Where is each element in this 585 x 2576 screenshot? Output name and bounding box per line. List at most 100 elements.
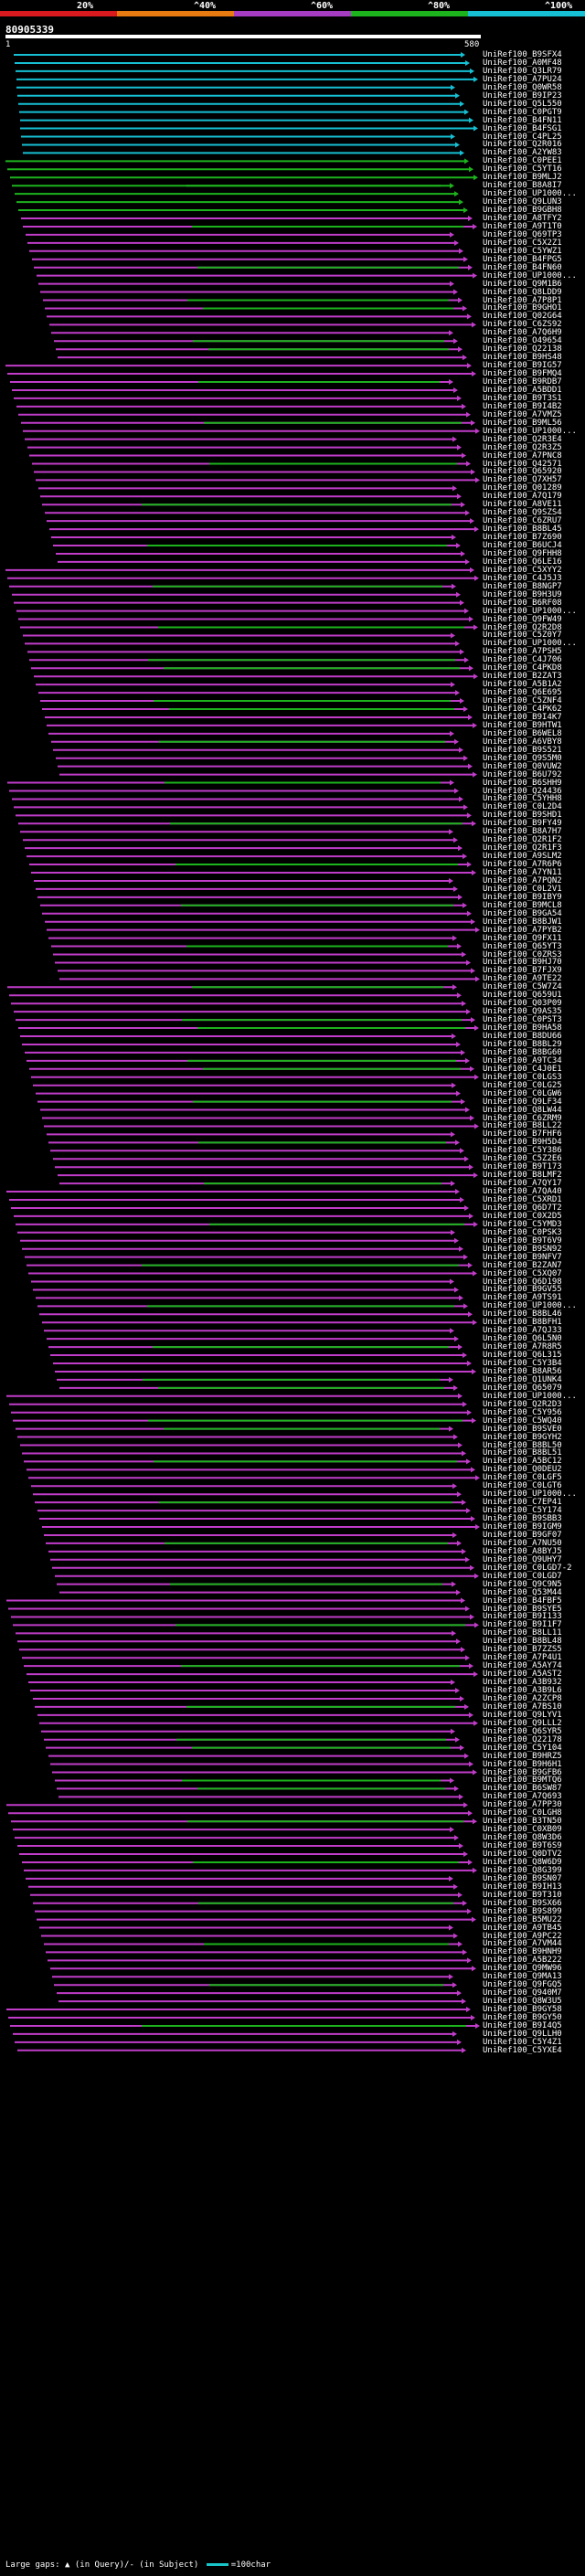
hit-label[interactable]: UniRef100_B9GY50 xyxy=(483,2013,562,2022)
hit-label[interactable]: UniRef100_Q6L315 xyxy=(483,1351,562,1361)
hit-label[interactable]: UniRef100_Q659U1 xyxy=(483,991,562,1001)
hit-label[interactable]: UniRef100_A7PQN2 xyxy=(483,875,562,885)
hit-label[interactable]: UniRef100_B4FN60 xyxy=(483,262,562,272)
hit-label[interactable]: UniRef100_B9FMQ4 xyxy=(483,369,562,379)
hit-label[interactable]: UniRef100_C0X2D5 xyxy=(483,1211,562,1221)
hit-label[interactable]: UniRef100_Q22138 xyxy=(483,345,562,355)
hit-label[interactable]: UniRef100_B8DU66 xyxy=(483,1032,562,1041)
hit-label[interactable]: UniRef100_B9SFX4 xyxy=(483,50,562,59)
hit-label[interactable]: UniRef100_B9HRZ5 xyxy=(483,1751,562,1761)
hit-label[interactable]: UniRef100_B9IBY9 xyxy=(483,892,562,902)
hit-label[interactable]: UniRef100_B9NFV7 xyxy=(483,1252,562,1262)
hit-label[interactable]: UniRef100_B9HS48 xyxy=(483,353,562,363)
hit-label[interactable]: UniRef100_B8LMF2 xyxy=(483,1171,562,1181)
hit-label[interactable]: UniRef100_C0L2D4 xyxy=(483,802,562,812)
hit-label[interactable]: UniRef100_Q9MW96 xyxy=(483,1964,562,1974)
hit-label[interactable]: UniRef100_Q01289 xyxy=(483,483,562,493)
hit-label[interactable]: UniRef100_C5Y956 xyxy=(483,1407,562,1417)
hit-label[interactable]: UniRef100_B9I133 xyxy=(483,1612,562,1622)
hit-label[interactable]: UniRef100_Q0DTV2 xyxy=(483,1850,562,1859)
hit-label[interactable]: UniRef100_Q65920 xyxy=(483,467,562,477)
hit-label[interactable]: UniRef100_A7P8P1 xyxy=(483,295,562,305)
hit-label[interactable]: UniRef100_Q9FGQ5 xyxy=(483,1980,562,1990)
hit-label[interactable]: UniRef100_C0PEE1 xyxy=(483,156,562,166)
hit-label[interactable]: UniRef100_B4FN11 xyxy=(483,115,562,125)
hit-label[interactable]: UniRef100_A9PC22 xyxy=(483,1931,562,1941)
hit-label[interactable]: UniRef100_A3B932 xyxy=(483,1678,562,1688)
hit-label[interactable]: UniRef100_A7Q693 xyxy=(483,1792,562,1802)
hit-label[interactable]: UniRef100_C4J706 xyxy=(483,655,562,665)
hit-label[interactable]: UniRef100_Q6D7T2 xyxy=(483,1203,562,1213)
hit-label[interactable]: UniRef100_A5BDD1 xyxy=(483,385,562,395)
hit-label[interactable]: UniRef100_B9HTW1 xyxy=(483,720,562,730)
hit-label[interactable]: UniRef100_A7PYB2 xyxy=(483,925,562,935)
hit-label[interactable]: UniRef100_A9SLM2 xyxy=(483,852,562,862)
hit-label[interactable]: UniRef100_A8BYJ5 xyxy=(483,1546,562,1556)
hit-label[interactable]: UniRef100_C5YWZ1 xyxy=(483,246,562,256)
hit-label[interactable]: UniRef100_UP1000... xyxy=(483,639,577,649)
hit-label[interactable]: UniRef100_C5WQ40 xyxy=(483,1415,562,1426)
hit-label[interactable]: UniRef100_Q1UNK4 xyxy=(483,1374,562,1384)
hit-label[interactable]: UniRef100_Q2R2D8 xyxy=(483,622,562,632)
hit-label[interactable]: UniRef100_A7P4U1 xyxy=(483,1653,562,1663)
hit-label[interactable]: UniRef100_UP1000... xyxy=(483,1391,577,1401)
hit-label[interactable]: UniRef100_Q6SYR5 xyxy=(483,1726,562,1736)
hit-label[interactable]: UniRef100_C0LGS3 xyxy=(483,1072,562,1082)
hit-label[interactable]: UniRef100_Q2R1F2 xyxy=(483,835,562,845)
hit-label[interactable]: UniRef100_A0MF48 xyxy=(483,58,562,68)
hit-label[interactable]: UniRef100_B8LL11 xyxy=(483,1628,562,1638)
hit-label[interactable]: UniRef100_B8BL48 xyxy=(483,1637,562,1647)
hit-label[interactable]: UniRef100_B9GFB6 xyxy=(483,1767,562,1777)
hit-label[interactable]: UniRef100_C4J5J3 xyxy=(483,573,562,583)
hit-label[interactable]: UniRef100_A8VE11 xyxy=(483,500,562,510)
hit-label[interactable]: UniRef100_A7NU50 xyxy=(483,1538,562,1548)
hit-label[interactable]: UniRef100_UP1000... xyxy=(483,1301,577,1311)
hit-label[interactable]: UniRef100_B2ZAN7 xyxy=(483,1260,562,1270)
hit-label[interactable]: UniRef100_B9GA54 xyxy=(483,908,562,918)
hit-label[interactable]: UniRef100_B8BJW1 xyxy=(483,917,562,927)
hit-label[interactable]: UniRef100_Q6LE16 xyxy=(483,557,562,567)
hit-label[interactable]: UniRef100_C0ZRS3 xyxy=(483,949,562,959)
hit-label[interactable]: UniRef100_C0LGT6 xyxy=(483,1481,562,1491)
hit-label[interactable]: UniRef100_B9GY58 xyxy=(483,2005,562,2015)
hit-label[interactable]: UniRef100_Q9SZS4 xyxy=(483,508,562,518)
hit-label[interactable]: UniRef100_Q9LYV1 xyxy=(483,1710,562,1720)
hit-label[interactable]: UniRef100_B6WEL8 xyxy=(483,728,562,738)
hit-label[interactable]: UniRef100_B9SX66 xyxy=(483,1898,562,1908)
hit-label[interactable]: UniRef100_B9IGM9 xyxy=(483,1522,562,1532)
hit-label[interactable]: UniRef100_Q9AS35 xyxy=(483,1007,562,1017)
hit-label[interactable]: UniRef100_Q02G64 xyxy=(483,312,562,322)
hit-label[interactable]: UniRef100_A7VM44 xyxy=(483,1939,562,1949)
hit-label[interactable]: UniRef100_A7R8R5 xyxy=(483,1342,562,1352)
hit-label[interactable]: UniRef100_A7QJ33 xyxy=(483,1326,562,1336)
hit-label[interactable]: UniRef100_B9IH13 xyxy=(483,1882,562,1892)
hit-label[interactable]: UniRef100_Q24436 xyxy=(483,786,562,796)
hit-label[interactable]: UniRef100_Q2R2D3 xyxy=(483,1399,562,1409)
hit-label[interactable]: UniRef100_C5YT16 xyxy=(483,164,562,175)
hit-label[interactable]: UniRef100_UP1000... xyxy=(483,426,577,436)
hit-label[interactable]: UniRef100_B8A8I7 xyxy=(483,181,562,191)
hit-label[interactable]: UniRef100_A5AST2 xyxy=(483,1670,562,1680)
hit-label[interactable]: UniRef100_C0PST3 xyxy=(483,1015,562,1025)
hit-label[interactable]: UniRef100_B9S521 xyxy=(483,745,562,755)
hit-label[interactable]: UniRef100_B9SBB3 xyxy=(483,1514,562,1524)
hit-label[interactable]: UniRef100_C0LGD7 xyxy=(483,1571,562,1581)
hit-label[interactable]: UniRef100_B8BL46 xyxy=(483,1309,562,1320)
hit-label[interactable]: UniRef100_B4FBF5 xyxy=(483,1595,562,1606)
hit-label[interactable]: UniRef100_C5W7Z4 xyxy=(483,982,562,992)
hit-label[interactable]: UniRef100_C6ZRM9 xyxy=(483,1113,562,1123)
hit-label[interactable]: UniRef100_B9I4K7 xyxy=(483,712,562,722)
hit-label[interactable]: UniRef100_B4FPG5 xyxy=(483,254,562,264)
hit-label[interactable]: UniRef100_A2YW83 xyxy=(483,148,562,158)
hit-label[interactable]: UniRef100_Q2R016 xyxy=(483,140,562,150)
hit-label[interactable]: UniRef100_Q9C9N5 xyxy=(483,1579,562,1589)
hit-label[interactable]: UniRef100_B9I1F7 xyxy=(483,1620,562,1630)
hit-label[interactable]: UniRef100_B9T173 xyxy=(483,1162,562,1172)
hit-label[interactable]: UniRef100_Q9LLL2 xyxy=(483,1718,562,1728)
hit-label[interactable]: UniRef100_B7ZZS5 xyxy=(483,1645,562,1655)
hit-label[interactable]: UniRef100_A5B1A2 xyxy=(483,680,562,690)
hit-label[interactable]: UniRef100_A6VBY8 xyxy=(483,737,562,747)
hit-label[interactable]: UniRef100_B9MLJ2 xyxy=(483,173,562,183)
hit-label[interactable]: UniRef100_C5Z2E6 xyxy=(483,1154,562,1164)
hit-label[interactable]: UniRef100_C5XQ07 xyxy=(483,1268,562,1278)
